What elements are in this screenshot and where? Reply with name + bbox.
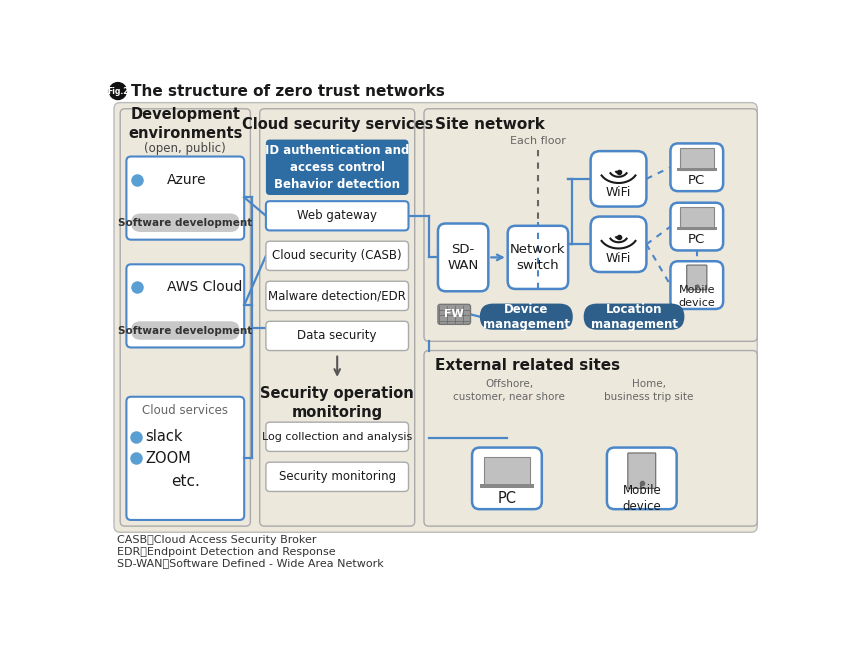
FancyBboxPatch shape <box>127 157 244 240</box>
FancyBboxPatch shape <box>438 223 488 291</box>
Text: The structure of zero trust networks: The structure of zero trust networks <box>131 84 445 98</box>
Text: Home,
business trip site: Home, business trip site <box>604 379 694 402</box>
Text: Cloud services: Cloud services <box>142 404 229 417</box>
FancyBboxPatch shape <box>266 281 409 310</box>
FancyBboxPatch shape <box>680 148 714 170</box>
Text: Location
management: Location management <box>591 302 677 330</box>
FancyBboxPatch shape <box>266 140 409 195</box>
FancyBboxPatch shape <box>131 213 240 232</box>
FancyBboxPatch shape <box>680 207 714 229</box>
Text: Web gateway: Web gateway <box>298 209 377 222</box>
Text: Site network: Site network <box>435 116 545 132</box>
Text: Security operation
monitoring: Security operation monitoring <box>260 386 414 419</box>
Text: CASB：Cloud Access Security Broker: CASB：Cloud Access Security Broker <box>117 535 316 545</box>
Circle shape <box>110 82 127 100</box>
FancyBboxPatch shape <box>266 321 409 351</box>
FancyBboxPatch shape <box>628 453 655 488</box>
FancyBboxPatch shape <box>127 264 244 347</box>
Text: ID authentication and
access control
Behavior detection: ID authentication and access control Beh… <box>265 144 410 191</box>
FancyBboxPatch shape <box>127 397 244 520</box>
Text: Fig.2: Fig.2 <box>107 86 128 96</box>
FancyBboxPatch shape <box>120 109 251 526</box>
Text: Development
environments: Development environments <box>128 107 242 141</box>
Text: Log collection and analysis: Log collection and analysis <box>262 432 412 442</box>
FancyBboxPatch shape <box>591 151 646 207</box>
Text: (open, public): (open, public) <box>144 142 226 155</box>
FancyBboxPatch shape <box>131 321 240 340</box>
FancyBboxPatch shape <box>591 217 646 272</box>
FancyBboxPatch shape <box>671 261 723 309</box>
Text: EDR：Endpoint Detection and Response: EDR：Endpoint Detection and Response <box>117 547 336 557</box>
FancyBboxPatch shape <box>677 227 717 230</box>
Text: Malware detection/EDR: Malware detection/EDR <box>269 290 406 302</box>
FancyBboxPatch shape <box>424 351 757 526</box>
Text: ☁: ☁ <box>618 171 619 172</box>
FancyBboxPatch shape <box>607 448 677 509</box>
FancyBboxPatch shape <box>479 304 573 330</box>
Text: AWS Cloud: AWS Cloud <box>167 280 242 294</box>
Text: WiFi: WiFi <box>606 252 632 265</box>
FancyBboxPatch shape <box>507 226 568 289</box>
Text: ZOOM: ZOOM <box>145 451 190 466</box>
FancyBboxPatch shape <box>114 102 757 533</box>
Text: FW: FW <box>445 309 464 319</box>
FancyBboxPatch shape <box>266 242 409 270</box>
Text: Mobile
device: Mobile device <box>622 484 661 513</box>
Text: Security monitoring: Security monitoring <box>279 470 396 483</box>
FancyBboxPatch shape <box>677 168 717 171</box>
Text: PC: PC <box>688 174 705 187</box>
Text: Data security: Data security <box>298 329 377 343</box>
Text: Mobile
device: Mobile device <box>678 286 715 308</box>
FancyBboxPatch shape <box>687 265 707 290</box>
Text: PC: PC <box>688 233 705 246</box>
Text: etc.: etc. <box>171 474 200 489</box>
FancyBboxPatch shape <box>584 304 684 330</box>
Text: Network
switch: Network switch <box>510 243 565 272</box>
Text: SD-WAN：Software Defined - Wide Area Network: SD-WAN：Software Defined - Wide Area Netw… <box>117 558 384 568</box>
FancyBboxPatch shape <box>472 448 541 509</box>
Text: Each floor: Each floor <box>510 136 566 146</box>
Text: Cloud security (CASB): Cloud security (CASB) <box>272 250 402 262</box>
Text: slack: slack <box>145 429 183 444</box>
Text: Azure: Azure <box>167 173 207 187</box>
Text: WiFi: WiFi <box>606 186 632 199</box>
FancyBboxPatch shape <box>484 457 530 486</box>
FancyBboxPatch shape <box>479 484 534 488</box>
FancyBboxPatch shape <box>260 109 415 526</box>
FancyBboxPatch shape <box>424 109 757 341</box>
FancyBboxPatch shape <box>266 462 409 492</box>
Text: SD-
WAN: SD- WAN <box>447 243 479 272</box>
Text: Cloud security services: Cloud security services <box>241 116 433 132</box>
Text: Software development: Software development <box>118 217 252 227</box>
FancyBboxPatch shape <box>266 201 409 230</box>
FancyBboxPatch shape <box>671 203 723 250</box>
Text: PC: PC <box>497 491 517 506</box>
Text: Offshore,
customer, near shore: Offshore, customer, near shore <box>453 379 565 402</box>
Text: External related sites: External related sites <box>435 359 620 373</box>
FancyBboxPatch shape <box>438 304 471 324</box>
FancyBboxPatch shape <box>266 422 409 452</box>
Text: Software development: Software development <box>118 326 252 336</box>
FancyBboxPatch shape <box>671 143 723 191</box>
Text: Device
management: Device management <box>483 302 570 330</box>
